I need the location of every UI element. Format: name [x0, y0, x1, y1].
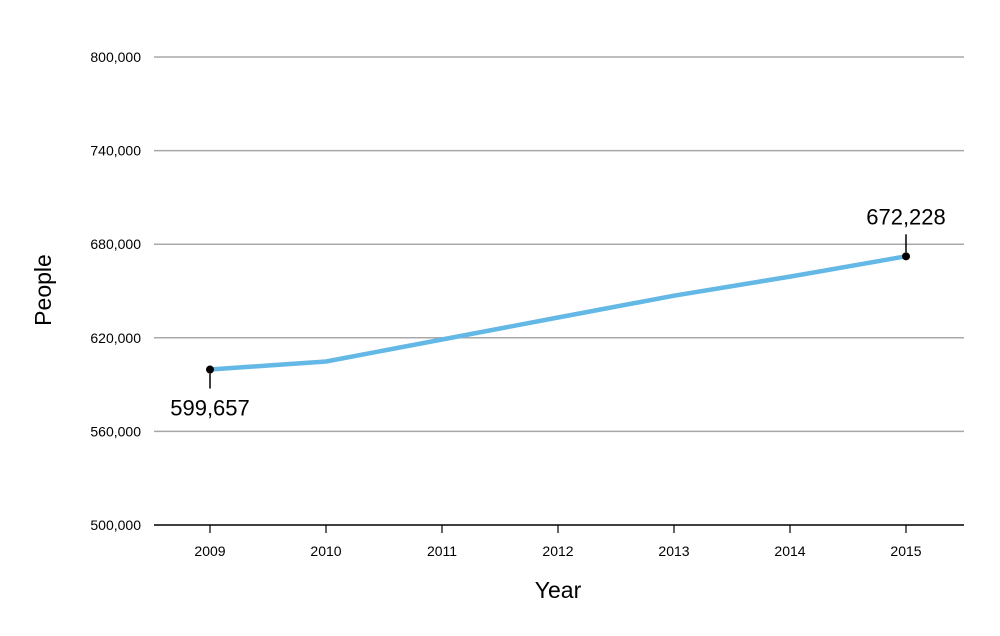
gridlines — [154, 56, 964, 433]
y-axis-title: People — [30, 254, 56, 326]
data-point-marker — [902, 252, 910, 261]
x-tick-label: 2013 — [658, 543, 689, 559]
x-tick-label: 2011 — [427, 543, 457, 559]
x-tick-label: 2014 — [774, 543, 805, 559]
x-tick-label: 2009 — [194, 543, 225, 559]
annotation: 672,228 — [866, 204, 946, 261]
annotation: 599,657 — [170, 365, 250, 421]
x-tick-label: 2015 — [890, 543, 921, 559]
data-point-marker — [206, 365, 214, 374]
x-tick-label: 2010 — [310, 543, 341, 559]
y-tick-label: 500,000 — [90, 517, 141, 533]
annotations: 599,657 672,228 — [170, 204, 946, 420]
annotation-label: 672,228 — [866, 204, 946, 229]
y-axis-tick-labels: 500,000 560,000 620,000 680,000 740,000 800,0… — [90, 49, 141, 533]
y-tick-label: 620,000 — [90, 330, 141, 346]
x-axis-title: Year — [535, 577, 582, 603]
series-line — [207, 254, 909, 372]
y-tick-label: 560,000 — [90, 423, 141, 439]
series — [207, 254, 909, 372]
y-tick-label: 740,000 — [90, 143, 141, 159]
y-tick-label: 800,000 — [90, 49, 141, 65]
x-axis-tick-labels: 2009 2010 2011 2012 2013 2014 2015 — [194, 543, 921, 559]
y-tick-label: 680,000 — [90, 236, 141, 252]
annotation-label: 599,657 — [170, 396, 250, 421]
x-axis — [154, 524, 964, 533]
x-tick-label: 2012 — [542, 543, 573, 559]
